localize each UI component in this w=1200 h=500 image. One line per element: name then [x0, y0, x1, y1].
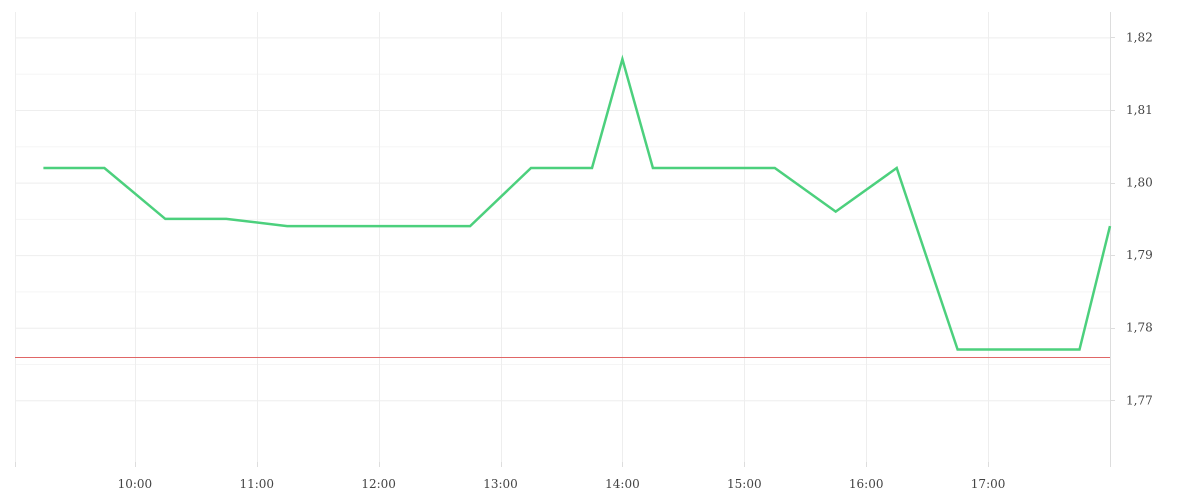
- y-tick-label: 1,77: [1126, 393, 1153, 407]
- axes: [15, 12, 1115, 467]
- x-tick-label: 17:00: [971, 477, 1006, 491]
- x-tick-label: 12:00: [361, 477, 396, 491]
- y-tick-label: 1,78: [1126, 321, 1153, 335]
- x-tick-label: 11:00: [239, 477, 274, 491]
- series-layer: [43, 54, 1112, 351]
- x-tick-label: 14:00: [605, 477, 640, 491]
- y-tick-label: 1,79: [1126, 248, 1153, 262]
- y-tick-label: 1,80: [1126, 176, 1153, 190]
- series-line-0: [43, 54, 1112, 351]
- x-tick-label: 15:00: [727, 477, 762, 491]
- tick-labels: 10:00 11:00 12:00 13:00 14:00 15:00 16:00 17:00…: [118, 30, 1153, 491]
- y-tick-label: 1,81: [1126, 103, 1153, 117]
- x-tick-label: 10:00: [118, 477, 153, 491]
- grid: [15, 12, 1110, 462]
- x-tick-label: 16:00: [849, 477, 884, 491]
- y-tick-label: 1,82: [1126, 30, 1153, 44]
- x-tick-label: 13:00: [483, 477, 518, 491]
